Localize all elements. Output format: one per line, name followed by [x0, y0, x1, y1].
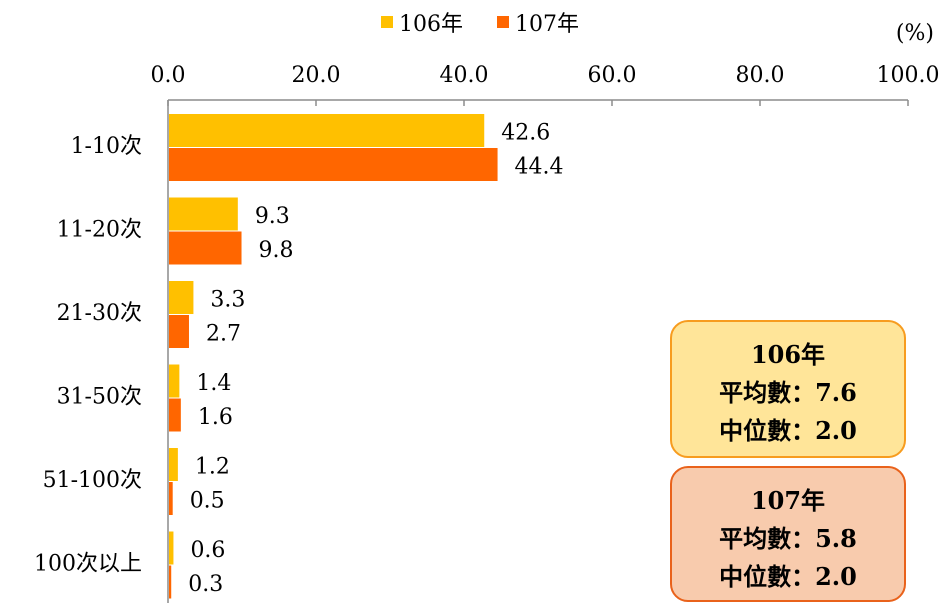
- data-label: 0.6: [190, 538, 225, 563]
- summary-106-title: 106年: [750, 340, 826, 369]
- summary-106-median: 中位數：2.0: [719, 416, 857, 445]
- bar-106: [169, 448, 178, 481]
- data-label: 42.6: [501, 121, 550, 146]
- bar-107: [169, 315, 189, 348]
- data-label: 0.5: [190, 489, 225, 514]
- data-label: 1.6: [198, 405, 233, 430]
- x-tick-label: 40.0: [440, 63, 489, 88]
- bar-106: [169, 364, 180, 398]
- data-label: 3.3: [210, 288, 245, 313]
- data-label: 44.4: [515, 155, 564, 180]
- data-label: 1.4: [196, 371, 231, 396]
- x-tick-label: 0.0: [151, 63, 186, 88]
- summary-107-mean: 平均數：5.8: [719, 524, 857, 553]
- unit-label: (%): [896, 21, 934, 46]
- data-label: 0.3: [188, 572, 223, 597]
- bar-106: [169, 114, 485, 147]
- category-label: 31-50次: [57, 385, 142, 410]
- x-tick-label: 20.0: [292, 63, 341, 88]
- category-label: 100次以上: [34, 552, 142, 577]
- bar-107: [169, 482, 173, 515]
- category-label: 1-10次: [71, 134, 142, 159]
- bar-107: [169, 231, 242, 265]
- bar-106: [169, 531, 174, 565]
- data-label: 9.3: [255, 204, 290, 229]
- bar-106: [169, 197, 238, 231]
- bar-107: [169, 398, 181, 432]
- bar-107: [169, 148, 498, 181]
- legend-label: 107年: [515, 12, 579, 37]
- summary-106-mean: 平均數：7.6: [719, 378, 857, 407]
- x-tick-label: 60.0: [588, 63, 637, 88]
- summary-107-title: 107年: [750, 486, 826, 515]
- legend-swatch: [497, 16, 509, 28]
- legend-swatch: [381, 16, 393, 28]
- x-tick-label: 80.0: [736, 63, 785, 88]
- category-label: 51-100次: [43, 468, 142, 493]
- summary-box-107: 107年 平均數：5.8 中位數：2.0: [670, 466, 906, 602]
- legend-label: 106年: [399, 12, 463, 37]
- category-label: 21-30次: [57, 301, 142, 326]
- summary-107-median: 中位數：2.0: [719, 562, 857, 591]
- summary-box-106: 106年 平均數：7.6 中位數：2.0: [670, 320, 906, 458]
- category-label: 11-20次: [57, 218, 142, 243]
- data-label: 9.8: [259, 238, 294, 263]
- bar-106: [169, 281, 194, 314]
- bar-107: [169, 565, 172, 599]
- data-label: 1.2: [195, 455, 230, 480]
- data-label: 2.7: [206, 322, 241, 347]
- x-tick-label: 100.0: [877, 63, 940, 88]
